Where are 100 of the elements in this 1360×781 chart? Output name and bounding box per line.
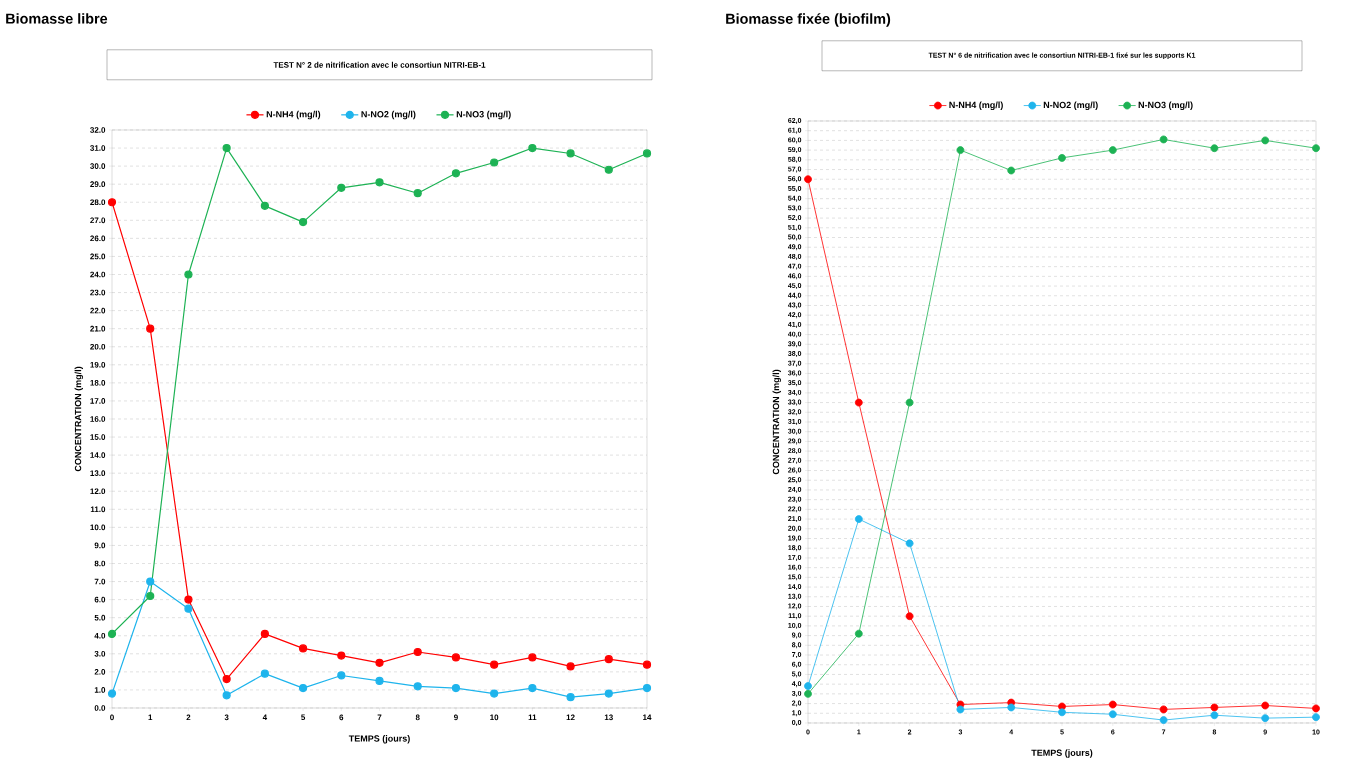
y-tick-label: 26.0 (90, 235, 106, 242)
point (146, 324, 155, 333)
point (604, 165, 613, 174)
point (451, 684, 461, 693)
x-tick-label: 11 (528, 714, 537, 721)
point (854, 629, 863, 638)
point (854, 515, 863, 523)
y-tick-label: 17.0 (90, 398, 106, 404)
point (184, 270, 193, 279)
y-tick-label: 9.0 (94, 542, 106, 549)
y-tick-label: 30.0 (90, 163, 106, 169)
x-tick-label: 6 (339, 714, 344, 721)
point (1312, 713, 1320, 722)
x-tick-label: 8 (415, 714, 420, 721)
point (1058, 153, 1066, 162)
y-tick-label: 23.0 (90, 289, 106, 296)
point (222, 674, 231, 684)
point (490, 158, 499, 167)
point (604, 689, 613, 698)
x-tick-label: 9 (454, 714, 458, 721)
x-tick-label: 3 (224, 714, 229, 721)
y-tick-label: 7.0 (94, 578, 106, 585)
y-tick-label: 8.0 (94, 560, 106, 567)
x-tick-label: 4 (262, 714, 268, 721)
point (1007, 703, 1016, 712)
x-tick-label: 13 (604, 714, 613, 721)
y-tick-label: 3.0 (94, 650, 106, 657)
point (260, 629, 269, 639)
chart-title: Biomasse fixée (biofilm) (726, 13, 891, 27)
x-axis-title: TEMPS (jours) (1031, 749, 1093, 758)
y-tick-label: 14.0 (90, 452, 106, 458)
y-tick-label: 15.0 (90, 434, 106, 440)
point (642, 660, 652, 669)
point (184, 604, 193, 613)
point (298, 684, 308, 693)
point (375, 658, 384, 667)
y-tick-label: 31.0 (90, 145, 106, 151)
y-tick-label: 20.0 (90, 343, 106, 350)
point (905, 539, 914, 548)
point (956, 146, 965, 155)
point (804, 682, 812, 690)
y-tick-label: 18.0 (90, 380, 106, 386)
x-tick-label: 0 (110, 714, 114, 721)
point (905, 612, 914, 621)
y-tick-label: 6.0 (94, 596, 106, 603)
y-tick-label: 12.0 (90, 488, 106, 495)
y-tick-label: 4.0 (94, 632, 106, 639)
point (1261, 701, 1270, 710)
point (1108, 710, 1117, 719)
y-axis-title: CONCENTRATION (mg/l) (772, 369, 781, 475)
point (222, 143, 231, 153)
x-tick-label: 10 (490, 714, 499, 721)
point (1210, 144, 1219, 153)
point (804, 689, 812, 698)
y-tick-label: 13.0 (90, 470, 106, 477)
y-tick-label: 16.0 (90, 416, 106, 422)
point (222, 691, 231, 700)
x-tick-label: 7 (377, 714, 382, 721)
point (1210, 703, 1219, 712)
point (1261, 714, 1270, 723)
chart-subtitle: TEST N° 2 de nitrification avec le consortiun NITRI-EB-1 (273, 61, 486, 68)
legend-label: N-NO2 (mg/l) (1043, 101, 1098, 110)
x-tick-label: 14 (643, 714, 652, 721)
y-tick-label: 24.0 (90, 271, 106, 278)
y-tick-label: 19.0 (90, 361, 106, 368)
point (490, 689, 499, 698)
point (107, 629, 117, 639)
point (528, 143, 537, 153)
point (804, 175, 812, 184)
legend-label: N-NH4 (mg/l) (949, 101, 1003, 110)
point (375, 178, 384, 187)
y-tick-label: 27.0 (90, 217, 106, 224)
point (566, 662, 575, 671)
point (566, 149, 575, 158)
y-tick-label: 11.0 (90, 506, 106, 513)
legend-label: N-NH4 (mg/l) (266, 110, 321, 120)
x-tick-label: 1 (148, 714, 153, 721)
y-tick-label: 5.0 (94, 614, 106, 621)
point (566, 693, 575, 702)
point (260, 201, 269, 210)
point (1159, 135, 1168, 144)
legend-label: N-NO3 (mg/l) (1138, 101, 1193, 110)
legend-label: N-NO2 (mg/l) (361, 110, 416, 120)
point (107, 689, 117, 698)
y-tick-label: 21.0 (90, 325, 106, 332)
point (260, 669, 269, 678)
point (642, 684, 652, 693)
y-tick-label: 1.0 (94, 687, 106, 693)
point (413, 682, 422, 691)
y-tick-label: 10.0 (90, 524, 106, 531)
point (1312, 144, 1320, 153)
x-tick-label: 2 (186, 714, 191, 721)
point (1261, 136, 1270, 145)
point (337, 183, 346, 192)
point (298, 644, 308, 653)
point (146, 591, 155, 601)
point (956, 705, 965, 714)
x-axis-title: TEMPS (jours) (348, 735, 410, 744)
y-axis-title: CONCENTRATION (mg/l) (74, 366, 84, 472)
y-tick-label: 29.0 (90, 181, 106, 188)
